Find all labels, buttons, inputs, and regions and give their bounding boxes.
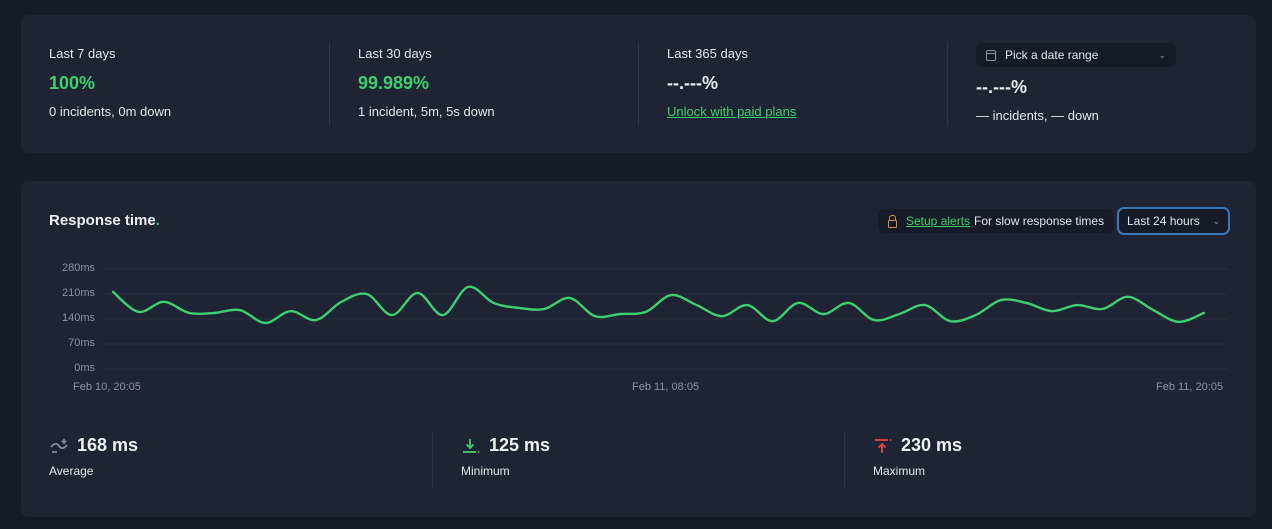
title-text: Response time <box>49 212 156 229</box>
stat-label: Last 365 days <box>667 46 748 61</box>
divider <box>947 42 948 126</box>
y-tick: 210ms <box>61 287 95 299</box>
divider <box>844 431 845 487</box>
stat-label: Last 7 days <box>49 46 116 61</box>
x-tick: Feb 11, 08:05 <box>632 381 700 393</box>
metric-average: 168 ms Average <box>21 431 432 489</box>
x-tick: Feb 10, 20:05 <box>73 381 141 393</box>
metric-label: Minimum <box>461 464 510 478</box>
lock-icon <box>888 215 897 228</box>
response-time-card: Response time. Setup alerts For slow res… <box>21 181 1256 517</box>
stat-last-30-days: Last 30 days 99.989% 1 incident, 5m, 5s … <box>330 15 639 153</box>
stat-value: --.---% <box>667 73 718 93</box>
metric-minimum: 125 ms Minimum <box>433 431 844 489</box>
calendar-icon <box>986 49 996 61</box>
setup-alerts-link[interactable]: Setup alerts <box>906 214 971 228</box>
date-range-picker[interactable]: Pick a date range ⌄ <box>976 43 1176 67</box>
stat-value: 100% <box>49 73 96 93</box>
stat-custom-range: Pick a date range ⌄ --.---% — incidents,… <box>948 15 1256 153</box>
time-range-value: Last 24 hours <box>1127 214 1200 228</box>
arrow-up-to-line-icon <box>875 438 892 453</box>
stat-sub: 1 incident, 5m, 5s down <box>358 104 495 119</box>
divider <box>329 42 330 126</box>
section-title: Response time. <box>49 212 160 229</box>
uptime-summary-card: Last 7 days 100% 0 incidents, 0m down La… <box>21 15 1256 153</box>
setup-alerts-pill: Setup alerts For slow response times <box>878 209 1115 233</box>
time-range-select[interactable]: Last 24 hours ⌄ <box>1117 207 1230 235</box>
metric-label: Maximum <box>873 464 926 478</box>
stat-sub: — incidents, — down <box>976 108 1099 123</box>
arrow-down-to-line-icon <box>463 438 480 453</box>
y-tick: 70ms <box>68 337 95 349</box>
stat-last-365-days: Last 365 days --.---% Unlock with paid p… <box>639 15 948 153</box>
metric-value: 125 ms <box>489 435 551 455</box>
stat-last-7-days: Last 7 days 100% 0 incidents, 0m down <box>21 15 330 153</box>
stat-sub: 0 incidents, 0m down <box>49 104 172 119</box>
average-wave-icon <box>50 438 68 453</box>
divider <box>638 42 639 126</box>
metric-value: 230 ms <box>901 435 963 455</box>
response-time-chart[interactable] <box>21 181 1256 381</box>
response-time-line <box>111 285 1206 325</box>
unlock-paid-plans-link[interactable]: Unlock with paid plans <box>667 104 797 119</box>
divider <box>432 431 433 487</box>
y-tick: 0ms <box>74 362 95 374</box>
alert-description: For slow response times <box>974 214 1105 228</box>
title-dot: . <box>155 212 160 229</box>
chevron-down-icon: ⌄ <box>1158 49 1166 60</box>
x-tick: Feb 11, 20:05 <box>1156 381 1224 393</box>
metric-maximum: 230 ms Maximum <box>845 431 1256 489</box>
metric-value: 168 ms <box>77 435 139 455</box>
stat-value: --.---% <box>976 77 1027 97</box>
y-tick: 140ms <box>61 312 95 324</box>
date-range-placeholder: Pick a date range <box>1005 48 1099 62</box>
stat-value: 99.989% <box>358 73 430 93</box>
chart-grid <box>103 268 1228 370</box>
metric-label: Average <box>49 464 94 478</box>
stat-label: Last 30 days <box>358 46 432 61</box>
y-tick: 280ms <box>61 262 95 274</box>
chevron-down-icon: ⌄ <box>1212 215 1220 226</box>
